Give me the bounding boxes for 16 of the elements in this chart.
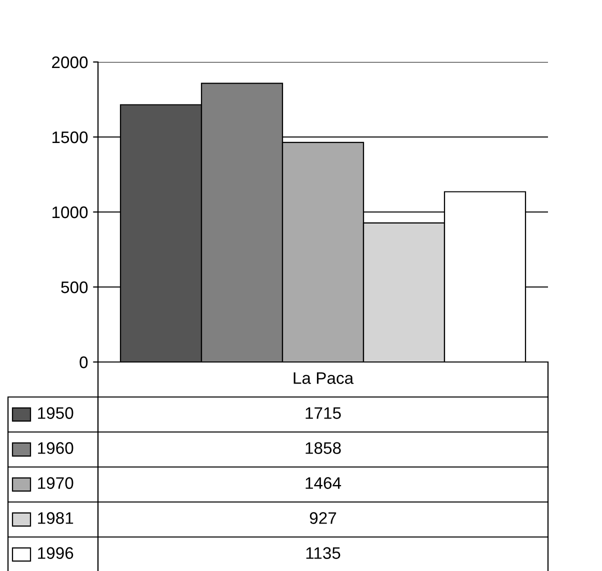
y-tick-label: 500 — [61, 281, 88, 294]
text: 927 — [310, 512, 336, 524]
text: 1858 — [306, 442, 341, 454]
y-tick-label: 2000 — [52, 56, 88, 68]
text: 1715 — [306, 407, 341, 419]
legend-label: 1981 — [38, 512, 74, 524]
text: 1464 — [306, 477, 342, 489]
legend-label: 1996 — [38, 547, 74, 559]
y-tick-label: 0 — [80, 356, 88, 368]
legend-label: 1950 — [38, 407, 74, 419]
legend-label: 1960 — [38, 442, 74, 454]
legend-label: 1970 — [38, 477, 74, 489]
text: 1135 — [306, 547, 340, 559]
y-tick-label: 1000 — [52, 206, 88, 218]
x-tick-label: La Paca — [294, 372, 354, 384]
y-tick-label: 1500 — [52, 131, 88, 144]
